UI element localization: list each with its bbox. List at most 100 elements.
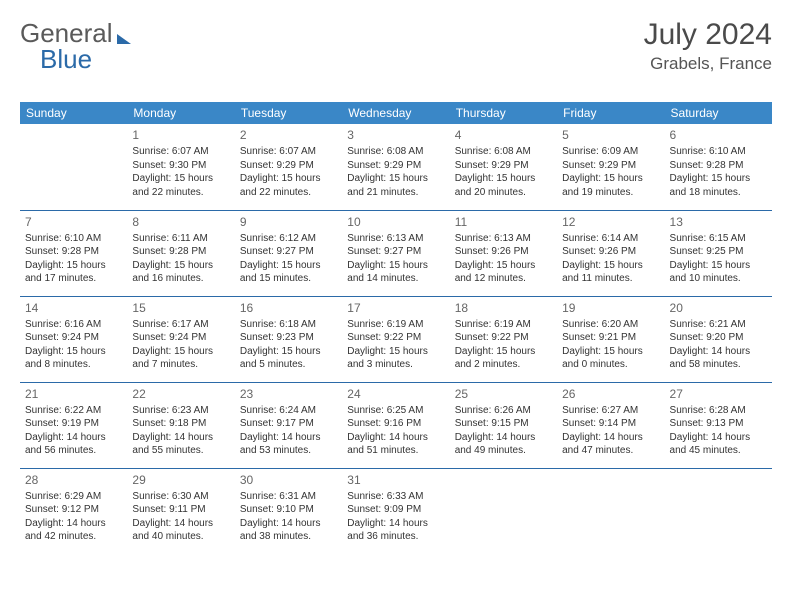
sunset-line: Sunset: 9:18 PM: [132, 417, 229, 431]
calendar-row: 28Sunrise: 6:29 AMSunset: 9:12 PMDayligh…: [20, 468, 772, 554]
calendar-cell: 14Sunrise: 6:16 AMSunset: 9:24 PMDayligh…: [20, 296, 127, 382]
sunrise-line: Sunrise: 6:10 AM: [25, 232, 122, 246]
daylight-line: Daylight: 15 hours and 12 minutes.: [455, 259, 552, 286]
sunrise-line: Sunrise: 6:12 AM: [240, 232, 337, 246]
calendar-cell: 5Sunrise: 6:09 AMSunset: 9:29 PMDaylight…: [557, 124, 664, 210]
day-number: 16: [240, 300, 337, 316]
calendar-cell: 19 Sunrise: 6:20 AMSunset: 9:21 PMDayligh…: [557, 296, 664, 382]
day-number: 24: [347, 386, 444, 402]
sunrise-line: Sunrise: 6:09 AM: [562, 145, 659, 159]
sunrise-line: Sunrise: 6:27 AM: [562, 404, 659, 418]
sunrise-line: Sunrise: 6:15 AM: [670, 232, 767, 246]
calendar-cell: 25Sunrise: 6:26 AMSunset: 9:15 PMDayligh…: [450, 382, 557, 468]
calendar-cell: [665, 468, 772, 554]
sunrise-line: Sunrise: 6:13 AM: [347, 232, 444, 246]
sunrise-line: Sunrise: 6:24 AM: [240, 404, 337, 418]
logo-text-blue: Blue: [40, 44, 92, 75]
day-number: 28: [25, 472, 122, 488]
calendar-cell: 22Sunrise: 6:23 AMSunset: 9:18 PMDayligh…: [127, 382, 234, 468]
sunset-line: Sunset: 9:21 PM: [562, 331, 659, 345]
sunrise-line: Sunrise: 6:29 AM: [25, 490, 122, 504]
day-number: 30: [240, 472, 337, 488]
sunrise-line: Sunrise: 6:30 AM: [132, 490, 229, 504]
calendar-cell: 4Sunrise: 6:08 AMSunset: 9:29 PMDaylight…: [450, 124, 557, 210]
daylight-line: Daylight: 15 hours and 20 minutes.: [455, 172, 552, 199]
daylight-line: Daylight: 15 hours and 10 minutes.: [670, 259, 767, 286]
calendar-cell: [557, 468, 664, 554]
daylight-line: Daylight: 14 hours and 51 minutes.: [347, 431, 444, 458]
day-number: 2: [240, 127, 337, 143]
sunrise-line: Sunrise: 6:23 AM: [132, 404, 229, 418]
calendar-cell: [20, 124, 127, 210]
day-number: 3: [347, 127, 444, 143]
daylight-line: Daylight: 15 hours and 18 minutes.: [670, 172, 767, 199]
sunset-line: Sunset: 9:13 PM: [670, 417, 767, 431]
daylight-line: Daylight: 15 hours and 17 minutes.: [25, 259, 122, 286]
calendar-row: 1Sunrise: 6:07 AMSunset: 9:30 PMDaylight…: [20, 124, 772, 210]
calendar-row: 7Sunrise: 6:10 AMSunset: 9:28 PMDaylight…: [20, 210, 772, 296]
daylight-line: Daylight: 14 hours and 53 minutes.: [240, 431, 337, 458]
calendar-cell: 15Sunrise: 6:17 AMSunset: 9:24 PMDayligh…: [127, 296, 234, 382]
calendar-cell: 18Sunrise: 6:19 AMSunset: 9:22 PMDayligh…: [450, 296, 557, 382]
calendar-row: 14Sunrise: 6:16 AMSunset: 9:24 PMDayligh…: [20, 296, 772, 382]
weekday-header: Tuesday: [235, 102, 342, 124]
sunset-line: Sunset: 9:28 PM: [25, 245, 122, 259]
location-label: Grabels, France: [644, 54, 772, 74]
sunrise-line: Sunrise: 6:20 AM: [562, 318, 659, 332]
daylight-line: Daylight: 15 hours and 22 minutes.: [240, 172, 337, 199]
calendar-cell: 1Sunrise: 6:07 AMSunset: 9:30 PMDaylight…: [127, 124, 234, 210]
calendar-cell: 28Sunrise: 6:29 AMSunset: 9:12 PMDayligh…: [20, 468, 127, 554]
month-title: July 2024: [644, 18, 772, 52]
calendar-cell: 26Sunrise: 6:27 AMSunset: 9:14 PMDayligh…: [557, 382, 664, 468]
daylight-line: Daylight: 14 hours and 56 minutes.: [25, 431, 122, 458]
daylight-line: Daylight: 15 hours and 0 minutes.: [562, 345, 659, 372]
calendar-cell: [450, 468, 557, 554]
daylight-line: Daylight: 15 hours and 2 minutes.: [455, 345, 552, 372]
day-number: 20: [670, 300, 767, 316]
sunset-line: Sunset: 9:17 PM: [240, 417, 337, 431]
daylight-line: Daylight: 14 hours and 58 minutes.: [670, 345, 767, 372]
sunset-line: Sunset: 9:22 PM: [347, 331, 444, 345]
day-number: 31: [347, 472, 444, 488]
day-number: 7: [25, 214, 122, 230]
sunset-line: Sunset: 9:24 PM: [132, 331, 229, 345]
calendar-cell: 7 Sunrise: 6:10 AMSunset: 9:28 PMDaylight…: [20, 210, 127, 296]
sunset-line: Sunset: 9:29 PM: [240, 159, 337, 173]
sunset-line: Sunset: 9:10 PM: [240, 503, 337, 517]
sunrise-line: Sunrise: 6:22 AM: [25, 404, 122, 418]
daylight-line: Daylight: 14 hours and 45 minutes.: [670, 431, 767, 458]
day-number: 19: [562, 300, 659, 316]
weekday-header: Monday: [127, 102, 234, 124]
sunset-line: Sunset: 9:29 PM: [347, 159, 444, 173]
daylight-line: Daylight: 14 hours and 42 minutes.: [25, 517, 122, 544]
logo-triangle-icon: [117, 34, 131, 44]
calendar-cell: 2Sunrise: 6:07 AMSunset: 9:29 PMDaylight…: [235, 124, 342, 210]
calendar-cell: 12Sunrise: 6:14 AMSunset: 9:26 PMDayligh…: [557, 210, 664, 296]
day-number: 27: [670, 386, 767, 402]
day-number: 13: [670, 214, 767, 230]
sunrise-line: Sunrise: 6:14 AM: [562, 232, 659, 246]
sunrise-line: Sunrise: 6:19 AM: [455, 318, 552, 332]
calendar-cell: 20Sunrise: 6:21 AMSunset: 9:20 PMDayligh…: [665, 296, 772, 382]
day-number: 29: [132, 472, 229, 488]
sunset-line: Sunset: 9:20 PM: [670, 331, 767, 345]
day-number: 4: [455, 127, 552, 143]
weekday-header: Friday: [557, 102, 664, 124]
day-number: 25: [455, 386, 552, 402]
calendar-cell: 29Sunrise: 6:30 AMSunset: 9:11 PMDayligh…: [127, 468, 234, 554]
sunrise-line: Sunrise: 6:07 AM: [132, 145, 229, 159]
daylight-line: Daylight: 15 hours and 22 minutes.: [132, 172, 229, 199]
sunset-line: Sunset: 9:22 PM: [455, 331, 552, 345]
sunrise-line: Sunrise: 6:33 AM: [347, 490, 444, 504]
sunrise-line: Sunrise: 6:26 AM: [455, 404, 552, 418]
sunset-line: Sunset: 9:28 PM: [132, 245, 229, 259]
weekday-header: Sunday: [20, 102, 127, 124]
daylight-line: Daylight: 15 hours and 15 minutes.: [240, 259, 337, 286]
sunset-line: Sunset: 9:11 PM: [132, 503, 229, 517]
calendar-cell: 11Sunrise: 6:13 AMSunset: 9:26 PMDayligh…: [450, 210, 557, 296]
calendar-table: Sunday Monday Tuesday Wednesday Thursday…: [20, 102, 772, 554]
day-number: 1: [132, 127, 229, 143]
title-block: July 2024 Grabels, France: [644, 18, 772, 74]
sunset-line: Sunset: 9:14 PM: [562, 417, 659, 431]
day-number: 14: [25, 300, 122, 316]
